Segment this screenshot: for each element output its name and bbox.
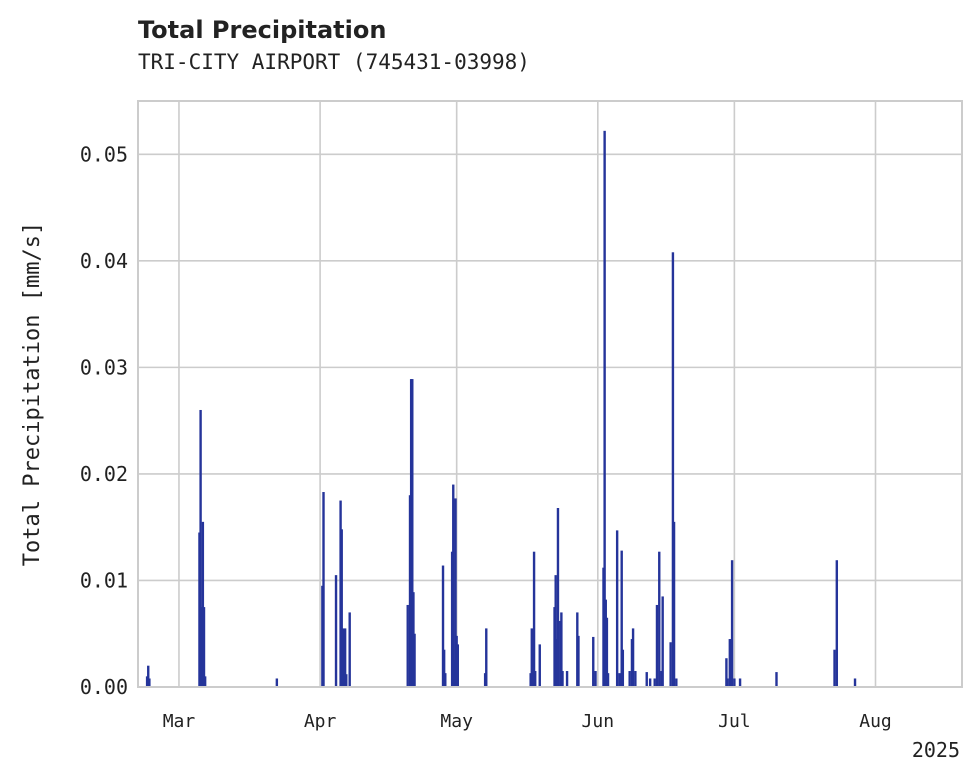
x-tick-label: Mar [163, 711, 196, 732]
precipitation-bar [442, 649, 446, 687]
precipitation-bar [605, 617, 609, 687]
y-tick-label: 0.04 [80, 249, 128, 273]
precipitation-bar [621, 649, 625, 687]
precipitation-bar [454, 498, 457, 687]
precipitation-bar [733, 678, 736, 687]
precipitation-bar [671, 252, 675, 688]
precipitation-bar [833, 649, 836, 687]
precipitation-bar [669, 642, 672, 687]
precipitation-bar [334, 575, 338, 687]
precipitation-bar [456, 644, 460, 687]
precipitation-bar [565, 671, 569, 687]
precipitation-bar [561, 671, 564, 687]
precipitation-bar [730, 560, 734, 687]
precipitation-bar [530, 628, 533, 687]
chart-subtitle: TRI-CITY AIRPORT (745431-03998) [138, 50, 530, 74]
precipitation-bar [322, 492, 325, 687]
plot-frame [137, 100, 963, 688]
precipitation-bar [653, 678, 656, 687]
precipitation-bar [835, 560, 839, 687]
precipitation-bar [634, 671, 637, 687]
precipitation-bar [606, 673, 610, 687]
precipitation-bar [201, 521, 205, 687]
precipitation-bar [452, 484, 455, 687]
precipitation-bar [413, 633, 416, 687]
precipitation-bar [672, 521, 676, 687]
precipitation-bar [603, 130, 606, 687]
x-tick-label: Jul [718, 711, 751, 732]
precipitation-bar [406, 604, 409, 687]
precipitation-bar [560, 612, 563, 687]
precipitation-bar [485, 628, 488, 687]
precipitation-bar [618, 673, 621, 687]
precipitation-bar [726, 678, 729, 687]
precipitation-bar [441, 565, 445, 687]
precipitation-bar [147, 665, 150, 687]
precipitation-bar [592, 636, 595, 687]
precipitation-bar [655, 604, 659, 687]
precipitation-bar [615, 530, 619, 687]
precipitation-bar [556, 508, 560, 687]
precipitation-bar [648, 678, 652, 687]
precipitation-bar [661, 596, 664, 687]
x-axis-ticks: Mar Apr May Jun Jul Aug [163, 711, 892, 732]
y-axis-label: Total Precipitation [mm/s] [20, 222, 45, 566]
x-tick-label: Jun [582, 711, 615, 732]
precipitation-bar [348, 612, 351, 687]
precipitation-bar [345, 674, 348, 687]
precipitation-bar [343, 628, 347, 687]
precipitation-bar [594, 671, 597, 687]
precipitation-bar [577, 635, 580, 687]
precipitation-bar [738, 678, 742, 687]
precipitation-bar [148, 678, 151, 687]
y-tick-label: 0.00 [80, 675, 128, 699]
x-tick-label: Aug [859, 711, 892, 732]
precipitation-bar [620, 550, 623, 687]
precipitation-bar [444, 673, 447, 687]
precipitation-bar [340, 529, 343, 687]
grid-lines [138, 101, 962, 688]
precipitation-bar [411, 379, 414, 687]
x-tick-label: Apr [304, 711, 337, 732]
precipitation-bar [203, 676, 207, 687]
precipitation-bar [631, 628, 635, 687]
y-tick-label: 0.01 [80, 568, 128, 592]
precipitation-bar [554, 575, 557, 687]
y-axis-ticks: 0.00 0.01 0.02 0.03 0.04 0.05 [80, 142, 128, 699]
x-tick-label: May [440, 711, 473, 732]
x-axis-year-label: 2025 [912, 738, 960, 762]
precipitation-bar [341, 628, 345, 687]
chart-title: Total Precipitation [138, 16, 387, 44]
y-tick-label: 0.03 [80, 355, 128, 379]
precipitation-bar [658, 551, 661, 687]
precipitation-bar [202, 607, 206, 687]
precipitation-bar [853, 678, 857, 687]
precipitation-bar [532, 551, 536, 687]
precipitation-bar [725, 658, 728, 687]
precipitation-bar [199, 409, 202, 687]
precipitation-bars [145, 130, 857, 688]
precipitation-bar [675, 678, 678, 687]
y-tick-label: 0.05 [80, 142, 128, 166]
precipitation-bar [728, 639, 732, 687]
precipitation-bar [275, 678, 279, 687]
precipitation-bar [645, 672, 648, 687]
precipitation-bar [775, 672, 778, 687]
precipitation-bar [628, 671, 631, 687]
precipitation-bar [534, 671, 537, 687]
precipitation-bar [538, 644, 541, 687]
y-tick-label: 0.02 [80, 462, 128, 486]
